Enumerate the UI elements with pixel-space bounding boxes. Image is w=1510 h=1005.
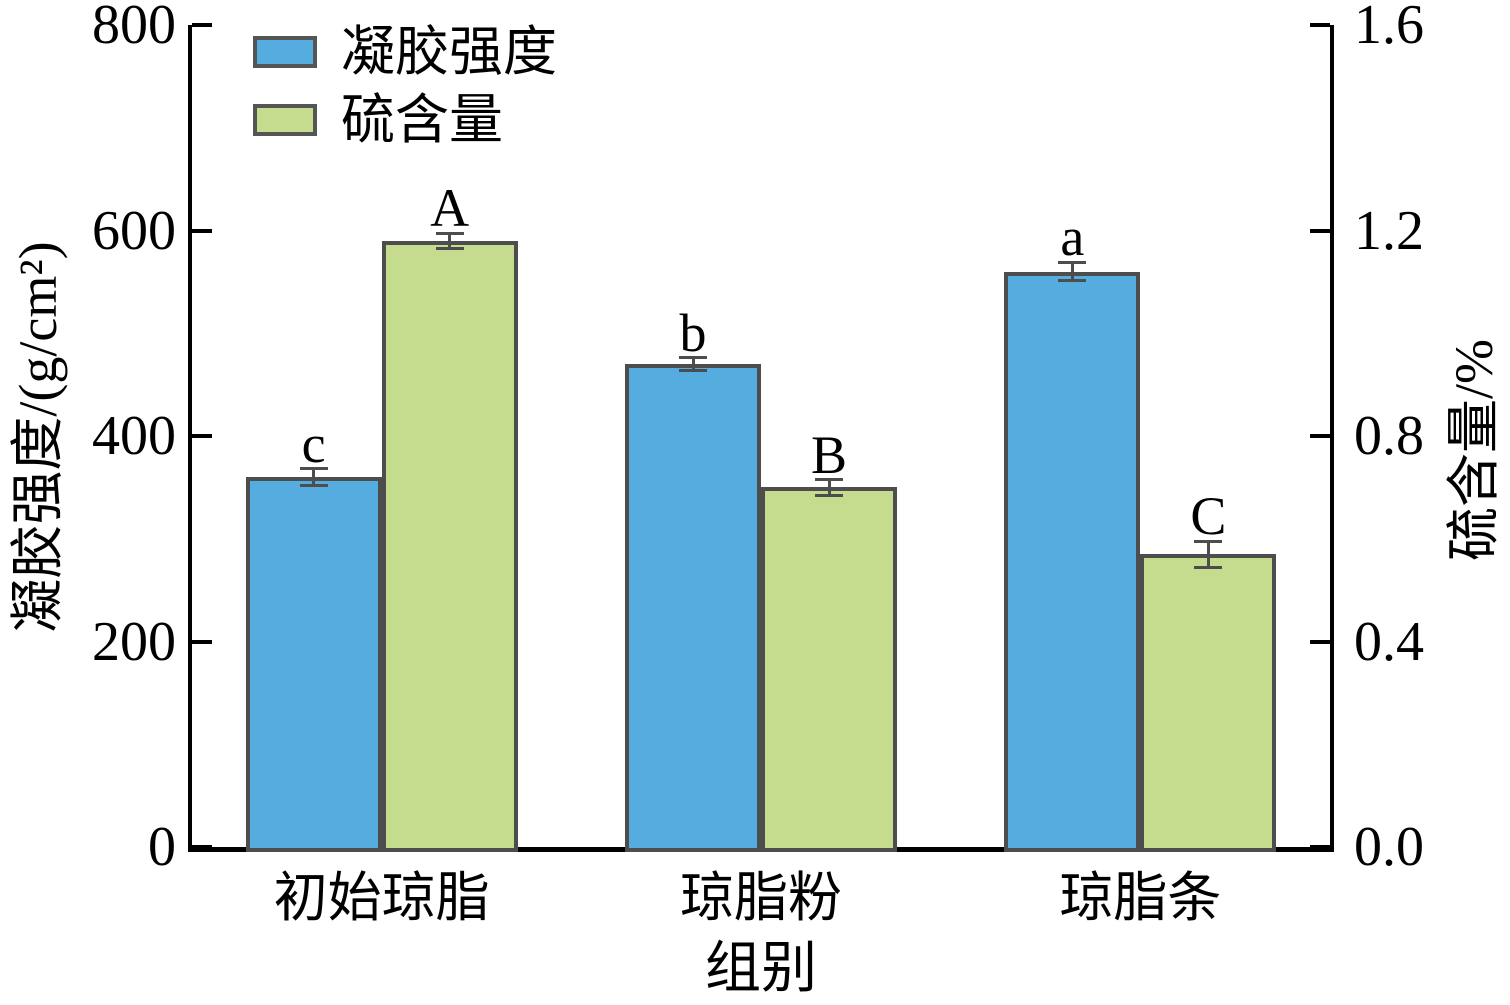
error-bar-line xyxy=(1206,541,1210,567)
significance-letter: c xyxy=(301,413,326,474)
right-axis-tick-label: 1.6 xyxy=(1354,0,1424,56)
left-axis-tick xyxy=(192,845,212,849)
error-bar-cap-bottom xyxy=(679,368,707,372)
bar-sulfur-content-group1 xyxy=(381,240,518,852)
left-axis-tick-label: 800 xyxy=(92,0,176,56)
error-bar-line xyxy=(827,479,831,496)
bar-gel-strength-group1 xyxy=(245,477,382,852)
right-axis-tick xyxy=(1310,23,1330,27)
error-bar-cap-bottom xyxy=(299,483,328,487)
legend-label-sulfur-content: 硫含量 xyxy=(341,90,503,150)
left-axis-tick xyxy=(192,639,212,644)
left-axis-tick-label: 600 xyxy=(92,199,176,262)
error-bar-line xyxy=(448,233,452,249)
right-y-axis-title: 硫含量/% xyxy=(1444,339,1504,561)
error-bar-cap-top xyxy=(815,478,843,482)
significance-letter: A xyxy=(430,178,470,239)
error-bar-cap-bottom xyxy=(1058,279,1087,283)
left-axis-tick-label: 0 xyxy=(148,816,176,878)
x-category-label: 琼脂条 xyxy=(1059,868,1222,928)
right-axis-tick-label: 0.0 xyxy=(1354,816,1424,878)
error-bar-line xyxy=(312,468,316,486)
significance-letter: a xyxy=(1060,207,1085,268)
error-bar-line xyxy=(1070,262,1074,281)
error-bar-cap-bottom xyxy=(435,246,464,250)
error-bar-line xyxy=(691,357,695,371)
legend-swatch-sulfur-content xyxy=(253,104,317,136)
x-category-label: 琼脂粉 xyxy=(680,868,842,928)
legend-label-gel-strength: 凝胶强度 xyxy=(341,22,557,82)
legend-swatch-gel-strength xyxy=(253,36,317,68)
bar-sulfur-content-group2 xyxy=(761,487,897,852)
error-bar-cap-top xyxy=(299,467,328,471)
left-y-axis-title: 凝胶强度/(g/cm²) xyxy=(8,241,68,633)
bar-sulfur-content-group3 xyxy=(1140,554,1277,852)
left-axis-tick-label: 400 xyxy=(92,405,176,467)
right-axis-tick-label: 0.8 xyxy=(1354,405,1424,467)
x-axis-title: 组别 xyxy=(705,938,817,1000)
error-bar-cap-bottom xyxy=(1194,565,1223,569)
left-axis-tick-label: 200 xyxy=(92,610,176,673)
left-axis-tick xyxy=(192,434,212,438)
right-axis-tick-label: 1.2 xyxy=(1354,199,1424,262)
right-axis-tick xyxy=(1310,228,1330,233)
significance-letter: b xyxy=(679,302,707,363)
significance-letter: B xyxy=(810,424,848,485)
error-bar-cap-bottom xyxy=(815,493,843,497)
error-bar-cap-top xyxy=(1194,539,1223,543)
right-axis-tick xyxy=(1310,434,1330,438)
error-bar-cap-top xyxy=(1058,260,1087,264)
right-axis-tick-label: 0.4 xyxy=(1354,610,1424,673)
error-bar-cap-top xyxy=(435,231,464,235)
left-axis-tick xyxy=(192,228,212,233)
right-axis-tick xyxy=(1310,845,1330,849)
bar-gel-strength-group2 xyxy=(625,364,761,852)
error-bar-cap-top xyxy=(679,356,707,360)
x-category-label: 初始琼脂 xyxy=(273,868,490,928)
right-axis-tick xyxy=(1310,639,1330,644)
left-axis-tick xyxy=(192,23,212,27)
significance-letter: C xyxy=(1190,486,1227,547)
bar-gel-strength-group3 xyxy=(1004,271,1141,852)
